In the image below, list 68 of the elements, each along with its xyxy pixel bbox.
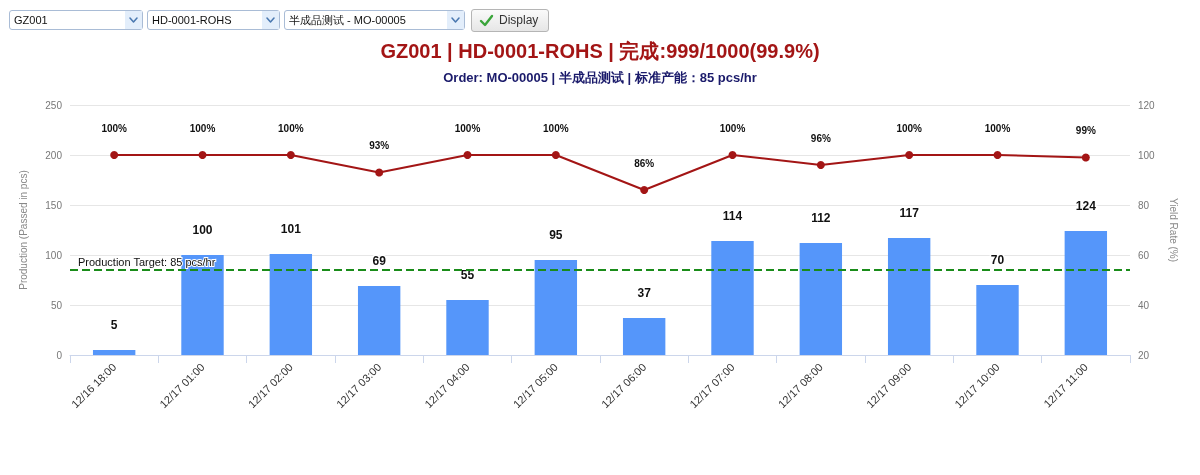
ref-line-label: Production Target: 85 pcs/hr bbox=[78, 255, 216, 268]
bar bbox=[799, 243, 843, 355]
bar bbox=[1064, 231, 1108, 355]
bar bbox=[622, 318, 666, 355]
y2-tick-label: 40 bbox=[1138, 299, 1150, 311]
bar bbox=[357, 286, 401, 355]
point bbox=[993, 151, 1002, 159]
data-label: 100% bbox=[454, 122, 481, 134]
data-label: 100% bbox=[543, 122, 569, 134]
bar bbox=[534, 260, 578, 355]
data-label: 101 bbox=[280, 222, 302, 236]
data-label: 100% bbox=[278, 122, 304, 134]
data-label: 124 bbox=[1075, 199, 1097, 213]
point bbox=[905, 151, 914, 159]
data-label: 100% bbox=[189, 122, 216, 134]
point bbox=[198, 151, 207, 159]
point bbox=[110, 151, 119, 159]
y-tick-label: 50 bbox=[50, 299, 63, 311]
data-label: 100 bbox=[192, 223, 213, 237]
y-tick-label: 150 bbox=[45, 199, 63, 211]
y-axis-title: Production (Passed in pcs) bbox=[17, 170, 29, 290]
data-label: 37 bbox=[637, 286, 652, 300]
bar bbox=[976, 285, 1019, 355]
bar bbox=[269, 254, 313, 355]
y-tick-label: 250 bbox=[45, 99, 63, 111]
data-label: 100% bbox=[719, 122, 746, 134]
point bbox=[375, 168, 384, 177]
data-label: 100% bbox=[101, 122, 128, 134]
point bbox=[640, 186, 649, 194]
dropdown-field: HD-0001-ROHS bbox=[147, 10, 280, 30]
data-label: 5 bbox=[110, 318, 118, 332]
y2-tick-label: 80 bbox=[1138, 199, 1150, 211]
data-label: 99% bbox=[1075, 125, 1096, 136]
y2-tick-label: 120 bbox=[1138, 99, 1156, 111]
point bbox=[551, 151, 560, 159]
data-label: 117 bbox=[899, 206, 920, 220]
point bbox=[1081, 153, 1090, 162]
y-tick-label: 200 bbox=[45, 149, 63, 161]
y-tick-label: 0 bbox=[56, 349, 63, 361]
data-label: 112 bbox=[811, 211, 831, 225]
chart-subtitle: Order: MO-00005 | 半成品测试 | 标准产能：85 pcs/hr bbox=[443, 70, 757, 85]
data-label: 95 bbox=[549, 228, 563, 242]
bar bbox=[711, 241, 754, 355]
data-label: 100% bbox=[896, 122, 923, 134]
button: Display bbox=[471, 8, 550, 32]
data-label: 96% bbox=[810, 132, 831, 144]
data-label: 100% bbox=[984, 122, 1011, 134]
data-label: 114 bbox=[722, 209, 743, 223]
dropdown-field: GZ001 bbox=[9, 10, 143, 30]
point bbox=[463, 151, 472, 159]
bar bbox=[446, 300, 489, 355]
y2-tick-label: 20 bbox=[1138, 349, 1150, 361]
bar bbox=[887, 238, 931, 355]
bar bbox=[181, 255, 224, 355]
data-label: 86% bbox=[634, 157, 655, 169]
y2-tick-label: 60 bbox=[1138, 249, 1150, 261]
chart-title: GZ001 | HD-0001-ROHS | 完成:999/1000(99.9%) bbox=[380, 40, 820, 62]
dropdown-field: 半成品测试 - MO-00005 bbox=[284, 10, 465, 30]
point bbox=[286, 151, 295, 159]
bar bbox=[92, 350, 136, 355]
data-label: 70 bbox=[990, 253, 1005, 267]
point bbox=[728, 151, 737, 159]
point bbox=[816, 161, 825, 169]
data-label: 93% bbox=[369, 140, 390, 151]
y2-axis-title: Yield Rate (%) bbox=[1167, 197, 1179, 263]
y-tick-label: 100 bbox=[45, 249, 63, 261]
y2-tick-label: 100 bbox=[1138, 149, 1156, 161]
data-label: 69 bbox=[372, 254, 387, 268]
